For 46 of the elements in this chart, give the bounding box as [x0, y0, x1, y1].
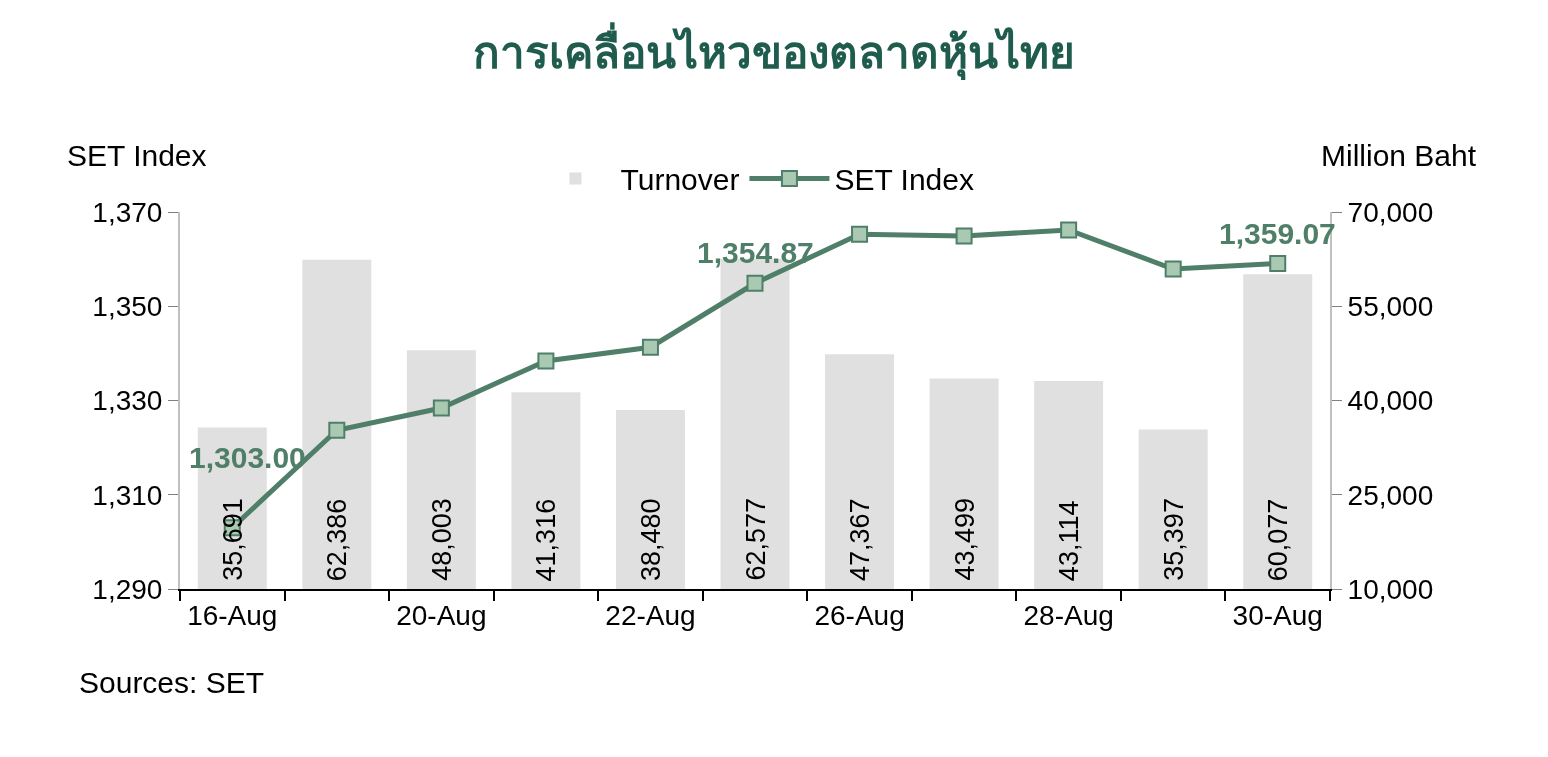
- data-label: 48,003: [426, 498, 457, 581]
- legend-label: Turnover: [620, 163, 740, 197]
- x-tick-label: 28-Aug: [1023, 599, 1114, 631]
- source-note: Sources: SET: [79, 666, 265, 699]
- point: [1269, 255, 1287, 273]
- x-tick-label: 26-Aug: [814, 599, 905, 631]
- point: [851, 225, 869, 243]
- y2-tick-label: 40,000: [1347, 385, 1434, 417]
- y-tick-label: 1,370: [92, 196, 163, 228]
- x-tick-label: 30-Aug: [1232, 599, 1323, 631]
- data-label: 1,354.87: [697, 236, 814, 269]
- point: [746, 274, 764, 292]
- y2-axis-title: Million Baht: [1321, 139, 1477, 172]
- x-tick-label: 20-Aug: [396, 599, 487, 631]
- point: [432, 399, 450, 417]
- chart-title: การเคลื่อนไหวของตลาดหุ้นไทย: [473, 22, 1075, 82]
- y-tick-label: 1,290: [92, 573, 163, 605]
- point: [537, 352, 555, 370]
- point: [328, 421, 346, 439]
- data-label: 35,691: [217, 498, 248, 581]
- y-tick-label: 1,310: [92, 479, 163, 511]
- x-tick-label: 16-Aug: [187, 599, 278, 631]
- legend-label: SET Index: [834, 163, 974, 197]
- y2-tick-label: 25,000: [1347, 479, 1434, 511]
- y2-tick-label: 10,000: [1347, 573, 1434, 605]
- point: [1060, 221, 1078, 239]
- data-label: 43,114: [1054, 500, 1085, 582]
- data-label: 38,480: [635, 498, 666, 581]
- y2-tick-label: 70,000: [1347, 196, 1434, 228]
- data-label: 43,499: [949, 498, 980, 581]
- x-tick-label: 22-Aug: [605, 599, 696, 631]
- y2-tick-label: 55,000: [1347, 291, 1434, 323]
- y-tick-label: 1,350: [92, 291, 163, 323]
- y-tick-label: 1,330: [92, 385, 163, 417]
- data-label: 35,397: [1158, 498, 1189, 581]
- data-label: 60,077: [1263, 498, 1294, 582]
- point: [1164, 260, 1182, 278]
- point: [955, 227, 973, 245]
- data-label: 47,367: [845, 498, 876, 582]
- data-label: 62,386: [322, 498, 353, 582]
- data-label: 41,316: [531, 498, 562, 582]
- y-axis-title: SET Index: [67, 139, 207, 172]
- point: [641, 338, 659, 356]
- data-label: 1,359.07: [1219, 217, 1336, 250]
- data-label: 62,577: [740, 497, 771, 581]
- data-label: 1,303.00: [189, 441, 306, 474]
